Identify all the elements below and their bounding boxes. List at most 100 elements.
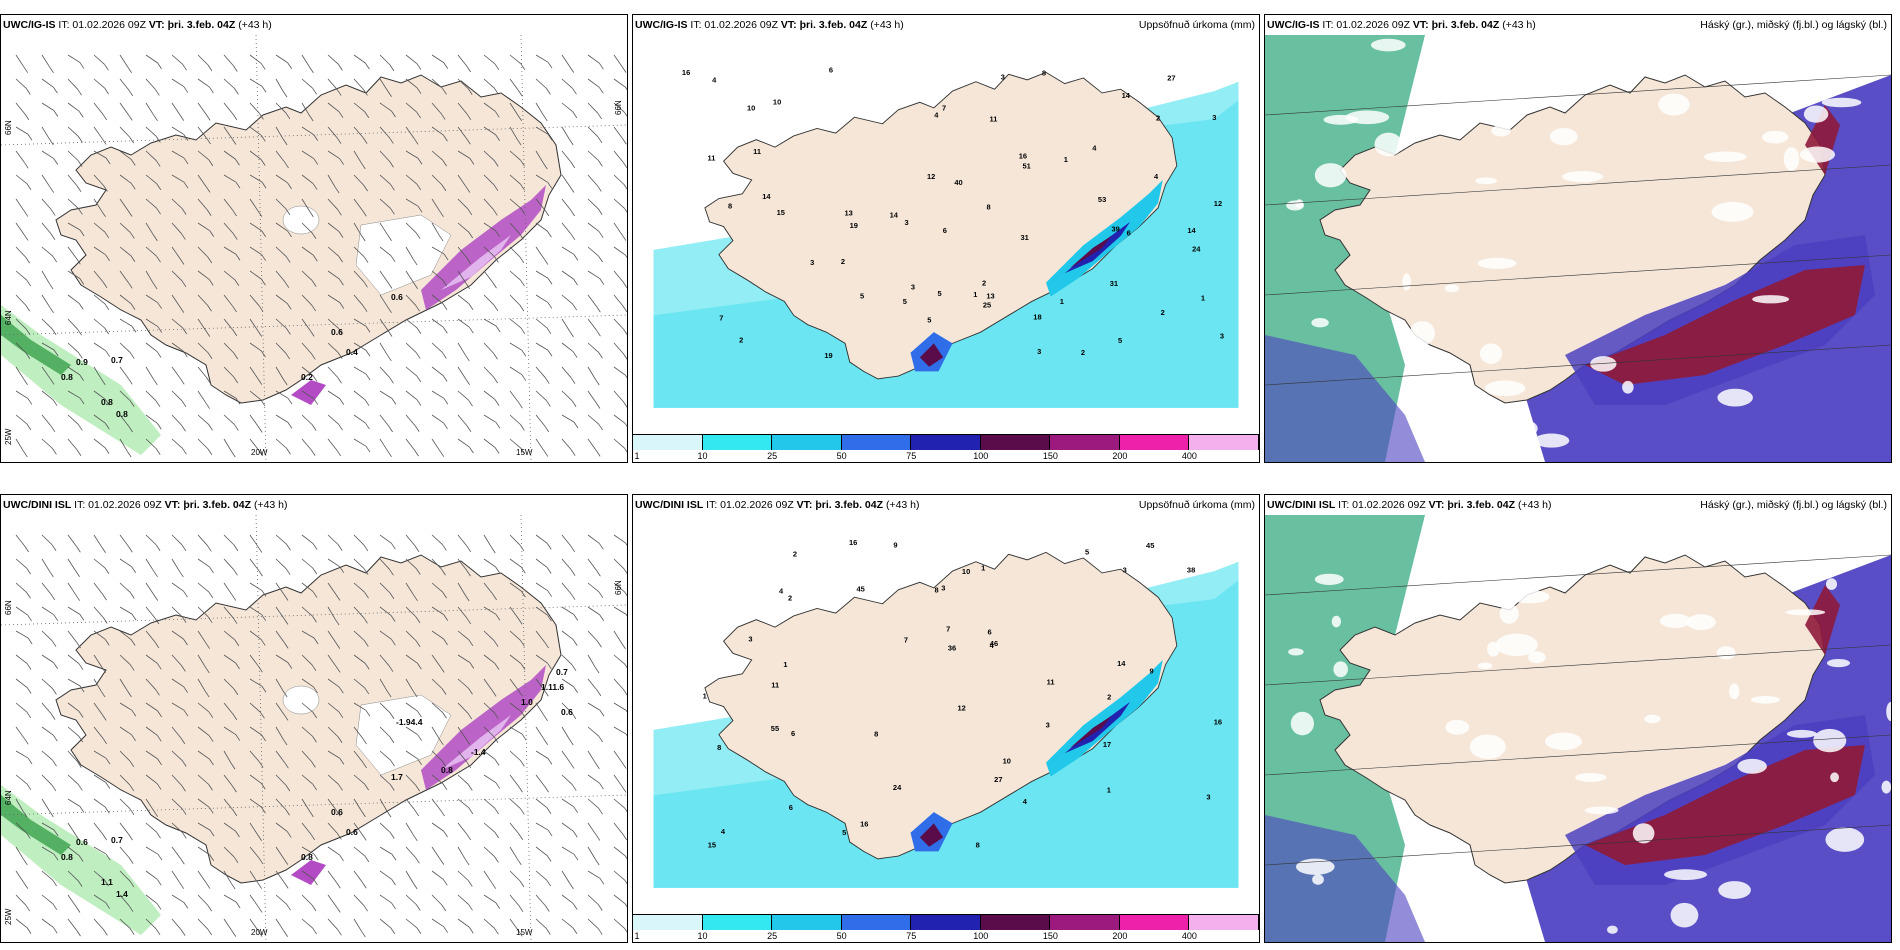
precip-value: 2 — [793, 550, 797, 559]
colorbar-label: 400 — [1181, 451, 1197, 461]
precip-value: 6 — [943, 226, 947, 235]
panel-title: UWC/DINI ISL IT: 01.02.2026 09Z VT: þri.… — [1267, 499, 1552, 511]
colorbar-swatch — [911, 434, 981, 450]
cloud-map — [1265, 515, 1891, 942]
colorbar-label: 25 — [767, 931, 778, 941]
precip-value: 3 — [748, 634, 752, 643]
precip-value: 10 — [1003, 756, 1011, 765]
lead-time: (+43 h) — [1517, 499, 1552, 511]
wind-value: 0.6 — [561, 707, 573, 717]
init-time: 01.02.2026 09Z — [88, 499, 165, 511]
precip-value: 4 — [1023, 797, 1028, 806]
precip-value: 15 — [708, 840, 716, 849]
precip-value: 1 — [1064, 155, 1068, 164]
precip-value: 8 — [874, 730, 878, 739]
colorbar-label: 10 — [697, 451, 708, 461]
panel-cloud-igis: UWC/IG-IS IT: 01.02.2026 09Z VT: þri. 3.… — [1264, 14, 1892, 463]
colorbar: 1 10 25 50 75 100 150 200 400 — [633, 914, 1259, 942]
precip-value: 14 — [890, 210, 899, 219]
precip-value: 3 — [1220, 332, 1224, 341]
precip-value: 1 — [783, 660, 787, 669]
precip-value: 10 — [747, 103, 755, 112]
precip-value: 31 — [1110, 279, 1118, 288]
colorbar-swatch — [911, 914, 981, 930]
wind-value: 0.8 — [61, 852, 73, 862]
panel-title: UWC/IG-IS IT: 01.02.2026 09Z VT: þri. 3.… — [3, 19, 272, 31]
colorbar-swatch — [1050, 434, 1120, 450]
model-name: UWC/DINI ISL — [635, 499, 704, 511]
wind-value: 0.7 — [111, 355, 123, 365]
precip-value: 16 — [860, 820, 868, 829]
wind-value: 0.8 — [61, 372, 73, 382]
precip-value: 2 — [841, 257, 845, 266]
precip-value: 6 — [791, 729, 795, 738]
it-label: IT: — [71, 499, 89, 511]
precip-value: 4 — [990, 641, 995, 650]
precip-value: 8 — [976, 841, 980, 850]
colorbar-swatch — [1189, 914, 1259, 930]
precip-value: 1 — [1201, 293, 1205, 302]
precip-value: 5 — [860, 291, 864, 300]
precip-value: 2 — [1107, 692, 1111, 701]
lat-label: 66N — [4, 120, 13, 135]
lon-label: 15W — [516, 928, 533, 937]
precip-value: 19 — [850, 221, 858, 230]
colorbar-label: 150 — [1042, 451, 1058, 461]
init-time: 01.02.2026 09Z — [72, 19, 149, 31]
precip-value: 1 — [981, 563, 985, 572]
precip-value: 16 — [682, 68, 690, 77]
model-name: UWC/IG-IS — [3, 19, 56, 31]
wind-value: 1.4 — [116, 889, 128, 899]
precip-value: 8 — [1042, 69, 1046, 78]
panel-title: UWC/DINI ISL IT: 01.02.2026 09Z VT: þri.… — [3, 499, 288, 511]
colorbar-label: 1 — [634, 931, 640, 941]
panel-wind-dini: 66N 66N 64N 25W 20W 15W 0.6 0.7 0.8 1.1 1.4 1.7 0.6 0… — [0, 494, 628, 943]
colorbar-label: 100 — [973, 451, 989, 461]
precip-value: 3 — [1212, 113, 1216, 122]
precip-value: 4 — [721, 827, 726, 836]
lead-time: (+43 h) — [238, 19, 272, 31]
precip-value: 14 — [1122, 91, 1131, 100]
precip-value: 3 — [1206, 792, 1210, 801]
precip-value: 11 — [1047, 678, 1055, 687]
precip-value: 53 — [1098, 195, 1106, 204]
colorbar-label: 50 — [836, 451, 847, 461]
panel-title: UWC/IG-IS IT: 01.02.2026 09Z VT: þri. 3.… — [635, 19, 904, 31]
lon-label: 25W — [4, 428, 13, 445]
colorbar: 1 10 25 50 75 100 150 200 400 — [633, 434, 1259, 462]
precip-value: 19 — [824, 351, 832, 360]
precip-value: 5 — [1085, 547, 1089, 556]
colorbar-swatch — [980, 914, 1051, 930]
precip-value: 12 — [958, 703, 966, 712]
precip-value: 7 — [942, 104, 946, 113]
colorbar-label: 50 — [836, 931, 847, 941]
it-label: IT: — [703, 499, 721, 511]
colorbar-swatch — [841, 914, 912, 930]
wind-value: 0.6 — [346, 827, 358, 837]
precip-value: 4 — [1154, 172, 1159, 181]
precip-value: 51 — [1023, 161, 1031, 170]
cloud-map — [1265, 35, 1891, 462]
lead-time: (+43 h) — [870, 19, 904, 31]
precip-value: 5 — [1118, 336, 1122, 345]
precip-value: 11 — [708, 153, 716, 162]
precip-value: 3 — [1037, 347, 1041, 356]
precip-value: 16 — [1019, 151, 1027, 160]
wind-value: 0.6 — [331, 327, 343, 337]
panel-title: UWC/DINI ISL IT: 01.02.2026 09Z VT: þri.… — [635, 499, 920, 511]
precip-value: 1 — [1060, 297, 1064, 306]
field-title: Uppsöfnuð úrkoma (mm) — [1138, 19, 1255, 31]
field-title: Háský (gr.), miðský (fj.bl.) og lágský (… — [1700, 499, 1887, 511]
lat-label: 66N — [614, 580, 623, 595]
precip-value: 27 — [1167, 73, 1175, 82]
lead-time: (+43 h) — [253, 499, 288, 511]
vt-label: VT: þri. 3.feb. 04Z — [148, 19, 239, 31]
panel-precip-dini: 1 6 1 1 2 3 3 4 14 9 11 4 1 3 2 3 45 10 12 15 24 16 16 10 6 7 5 8 9 8… — [632, 494, 1260, 943]
init-time: 01.02.2026 09Z — [1352, 499, 1429, 511]
precip-value: 4 — [712, 76, 717, 85]
precip-value: 13 — [986, 292, 994, 301]
iceland-land — [704, 71, 1178, 380]
precip-value: 6 — [829, 65, 833, 74]
